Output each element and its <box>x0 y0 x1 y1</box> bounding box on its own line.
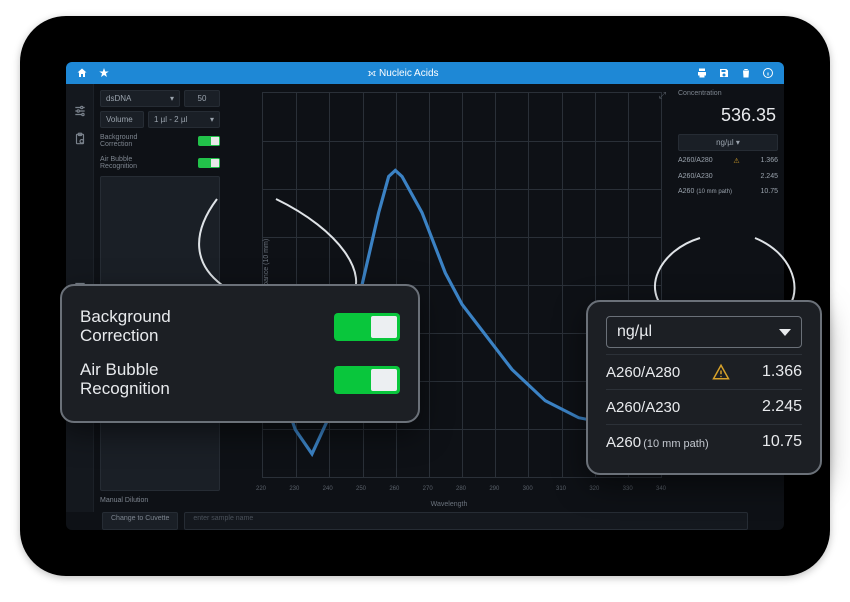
callout-toggles: BackgroundCorrection Air BubbleRecogniti… <box>60 284 420 423</box>
dna-icon: ⟗ <box>368 68 377 79</box>
air-bubble-toggle[interactable] <box>198 158 220 168</box>
unit-select-mini[interactable]: ng/µl ▾ <box>678 134 778 151</box>
callout-results: ng/µl A260/A280 1.366 A260/A230 2.245 A2… <box>586 300 822 475</box>
callout-unit-select[interactable]: ng/µl <box>606 316 802 348</box>
factor-field: 50 <box>184 90 220 107</box>
ratio-260-280-mini: A260/A280⚠1.366 <box>678 155 778 167</box>
star-icon[interactable] <box>96 65 112 81</box>
callout-ratio-260-230: A260/A230 2.245 <box>606 389 802 424</box>
app-header: ⟗ Nucleic Acids <box>66 62 784 84</box>
change-cuvette-button[interactable]: Change to Cuvette <box>102 512 178 530</box>
volume-select[interactable]: 1 µl - 2 µl▾ <box>148 111 220 128</box>
chart-xlabel: Wavelength <box>431 501 468 508</box>
clipboard-icon[interactable] <box>71 130 89 148</box>
ratio-260-230-mini: A260/A2302.245 <box>678 171 778 182</box>
warning-icon <box>712 363 730 381</box>
print-icon[interactable] <box>694 65 710 81</box>
callout-bg-correction-label: BackgroundCorrection <box>80 308 171 345</box>
trash-icon[interactable] <box>738 65 754 81</box>
callout-ratio-260-280: A260/A280 1.366 <box>606 354 802 389</box>
concentration-value: 536.35 <box>678 101 778 130</box>
manual-dilution-row: Manual Dilution <box>100 495 220 506</box>
volume-label: Volume <box>100 111 144 128</box>
callout-air-bubble-label: Air BubbleRecognition <box>80 361 170 398</box>
air-bubble-row: Air Bubble Recognition <box>100 154 220 172</box>
footer-bar: Change to Cuvette enter sample name <box>66 512 784 530</box>
callout-bg-correction-toggle[interactable] <box>334 313 400 341</box>
info-icon[interactable] <box>760 65 776 81</box>
bg-correction-row: Background Correction <box>100 132 220 150</box>
concentration-label: Concentration <box>678 90 778 97</box>
callout-a260-path: A260 (10 mm path) 10.75 <box>606 424 802 459</box>
a260-path-mini: A260 (10 mm path)10.75 <box>678 186 778 197</box>
callout-air-bubble-toggle[interactable] <box>334 366 400 394</box>
expand-icon[interactable]: ⤢ <box>659 90 666 101</box>
save-icon[interactable] <box>716 65 732 81</box>
chevron-down-icon <box>779 329 791 336</box>
sample-type-select[interactable]: dsDNA▾ <box>100 90 180 107</box>
page-title: ⟗ Nucleic Acids <box>118 68 688 79</box>
sliders-icon[interactable] <box>71 102 89 120</box>
sample-name-input[interactable]: enter sample name <box>184 512 748 530</box>
warn-icon: ⚠ <box>733 157 739 165</box>
home-icon[interactable] <box>74 65 90 81</box>
bg-correction-toggle[interactable] <box>198 136 220 146</box>
